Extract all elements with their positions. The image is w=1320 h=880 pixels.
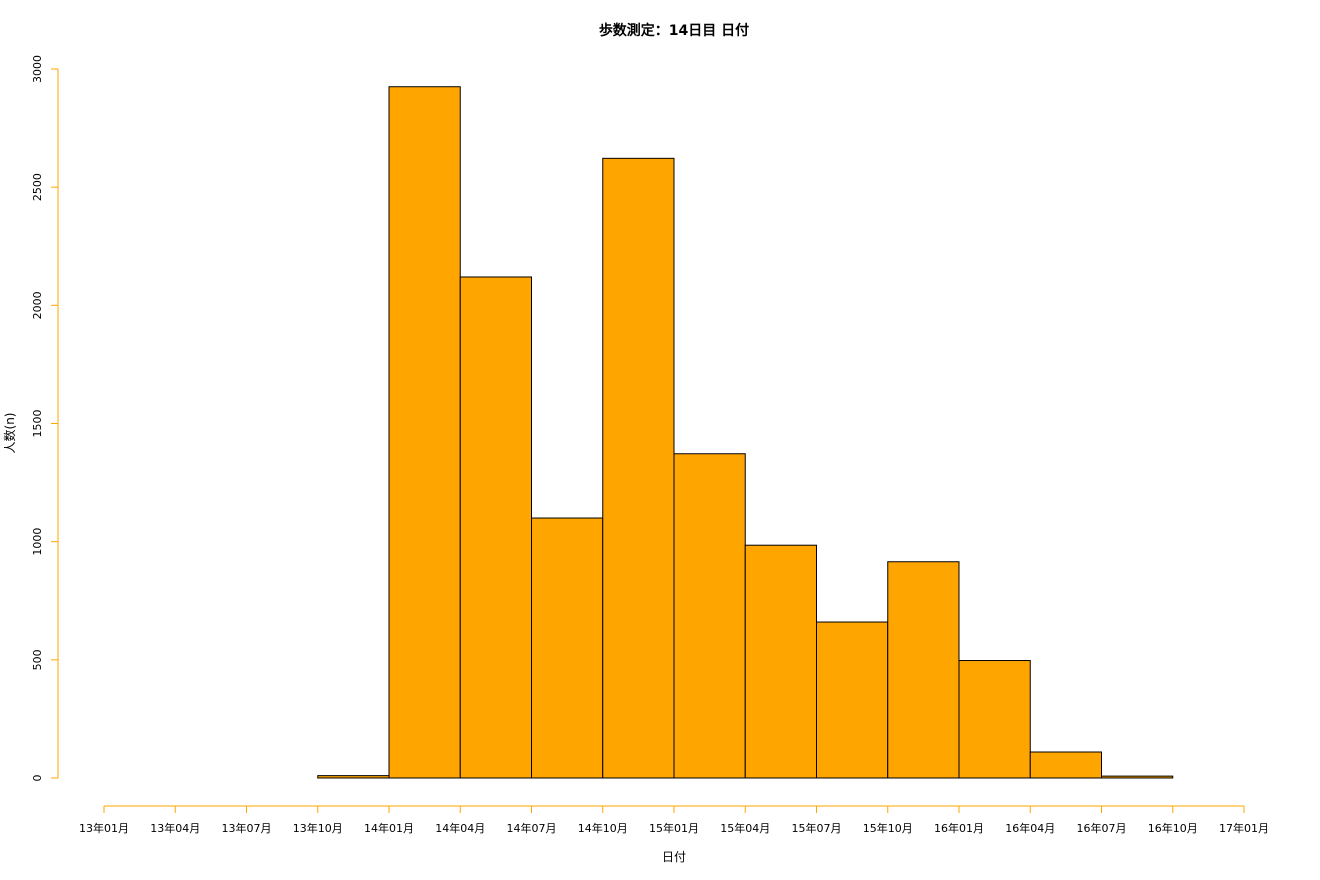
x-tick-label: 16年07月 [1077, 821, 1127, 835]
x-tick-label: 16年01月 [934, 821, 984, 835]
y-tick-label: 500 [31, 649, 44, 670]
x-tick-label: 13年01月 [79, 821, 129, 835]
bars-group [317, 86, 1174, 779]
bar-13年10月 [317, 775, 390, 779]
y-tick-label: 0 [31, 775, 44, 782]
y-tick-label: 1000 [31, 528, 44, 556]
bar-15年04月 [744, 544, 817, 779]
y-axis: 0 500 1000 1500 2000 2500 3000 [31, 55, 59, 782]
x-tick-label: 15年10月 [863, 821, 913, 835]
y-axis-label: 人数(n) [2, 413, 17, 454]
bar-15年10月 [887, 561, 960, 779]
x-tick-label: 14年07月 [507, 821, 557, 835]
x-tick-label: 16年04月 [1005, 821, 1055, 835]
x-tick-label: 17年01月 [1219, 821, 1269, 835]
chart-title: 歩数測定：14日目 日付 [599, 22, 749, 39]
x-tick-label: 13年07月 [222, 821, 272, 835]
y-tick-label: 2500 [31, 173, 44, 201]
x-tick-label: 15年07月 [792, 821, 842, 835]
x-tick-label: 15年01月 [649, 821, 699, 835]
x-tick-label: 13年04月 [150, 821, 200, 835]
x-tick-label: 15年04月 [720, 821, 770, 835]
y-tick-label: 1500 [31, 410, 44, 438]
x-axis-label: 日付 [662, 850, 686, 864]
bar-15年07月 [816, 621, 889, 779]
x-tick-label: 14年04月 [435, 821, 485, 835]
x-tick-label: 16年10月 [1148, 821, 1198, 835]
bar-15年01月 [673, 453, 746, 779]
y-tick-label: 2000 [31, 291, 44, 319]
x-axis: 13年01月 13年04月 13年07月 13年10月 14年01月 14年04月 14年0… [79, 805, 1269, 835]
bar-16年07月 [1101, 775, 1174, 779]
bar-16年04月 [1029, 751, 1102, 779]
bar-14年04月 [459, 276, 532, 779]
bar-14年10月 [602, 157, 675, 779]
x-tick-label: 13年10月 [293, 821, 343, 835]
x-tick-label: 14年10月 [578, 821, 628, 835]
bar-14年01月 [388, 86, 461, 779]
bar-14年07月 [531, 517, 604, 779]
y-tick-label: 3000 [31, 55, 44, 83]
bar-16年01月 [958, 660, 1031, 779]
x-tick-label: 14年01月 [364, 821, 414, 835]
